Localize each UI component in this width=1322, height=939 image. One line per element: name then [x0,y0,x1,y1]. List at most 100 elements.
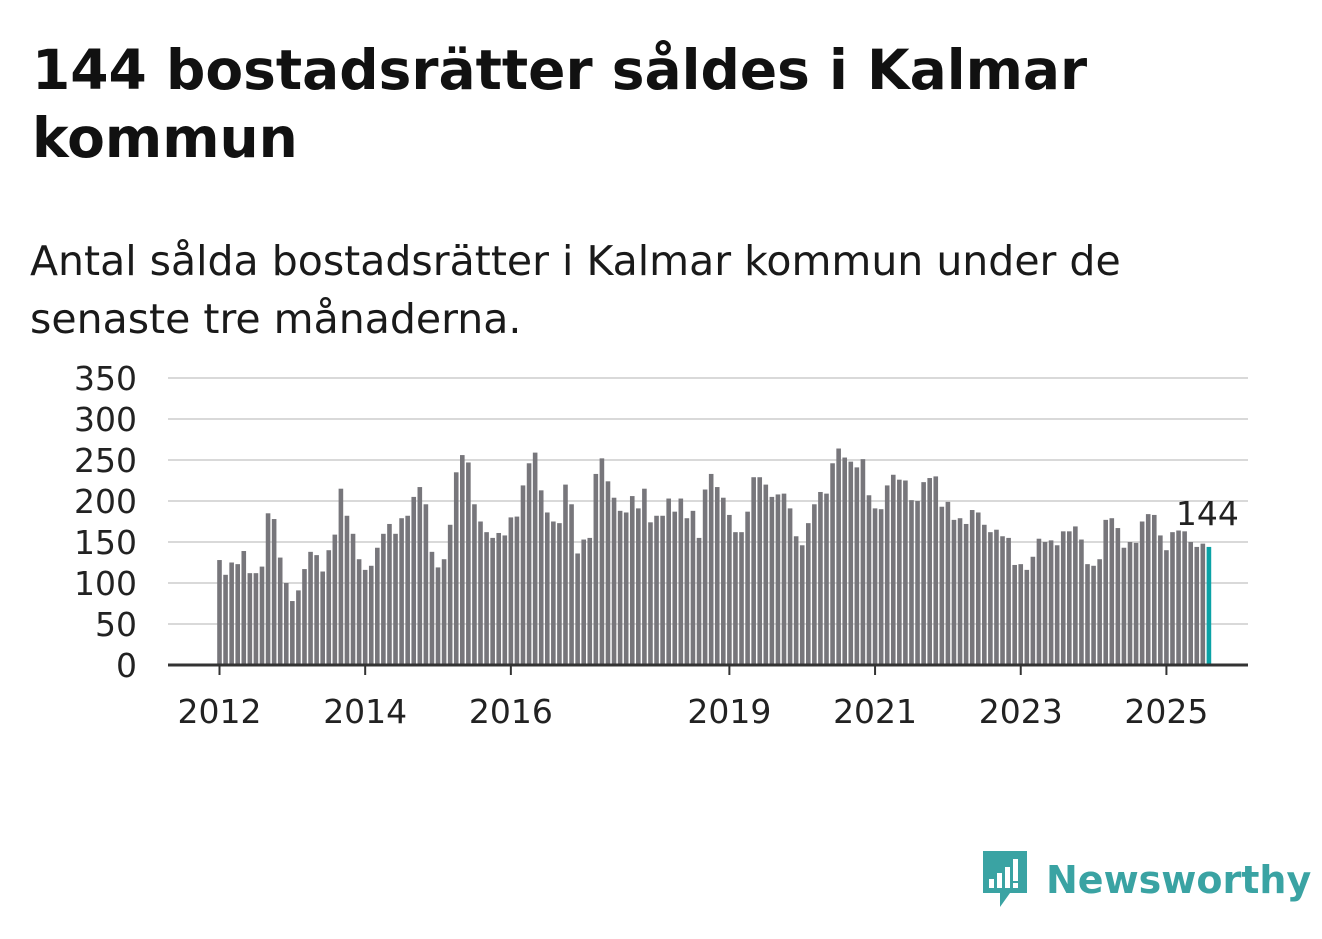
bar [302,569,307,665]
bar [660,515,665,665]
bar [1024,569,1030,665]
bar [872,508,878,665]
bar-highlight [1206,546,1212,665]
bar [921,482,926,665]
y-tick-label: 200 [74,482,137,521]
bar [629,496,635,665]
bar [496,532,502,665]
bar [466,462,471,665]
bar [1164,550,1169,665]
bar [648,522,653,665]
bar [1018,564,1024,665]
bar [526,463,532,665]
bar [769,496,775,665]
bar [963,523,969,665]
x-tick-label: 2016 [469,692,553,731]
bar [441,559,447,665]
bar [387,523,392,665]
bar [344,515,350,665]
x-tick-label: 2023 [979,692,1063,731]
y-tick-label: 0 [116,646,137,685]
bar [642,488,647,665]
bar [988,532,993,665]
bar [290,601,295,665]
x-tick-label: 2025 [1124,692,1208,731]
bar [933,476,939,665]
bar [447,524,453,665]
bar [514,516,520,665]
bar [1176,530,1181,665]
bar [1188,542,1193,665]
bar [1139,521,1145,665]
bar [775,494,781,665]
bar [982,524,987,665]
bar [326,550,332,665]
bar [587,537,593,665]
bar [994,529,999,665]
bar [866,495,872,665]
bar [860,459,866,665]
bar [1000,536,1005,665]
bar [623,512,629,665]
bar [897,479,902,665]
bar [842,457,848,665]
bar [848,461,854,665]
bar [356,559,362,665]
bar [1121,547,1127,665]
chart-subtitle: Antal sålda bostadsrätter i Kalmar kommu… [30,237,1121,343]
bar [696,537,702,665]
bar [217,560,222,665]
bar [1200,543,1206,665]
bar [617,510,623,665]
bar [283,583,289,665]
bar [636,508,641,665]
bar [1127,542,1133,665]
bar [890,474,896,665]
bar [502,535,508,665]
bar [429,551,435,665]
bar [903,480,908,665]
bar-series [217,448,1212,665]
bar [417,487,423,665]
y-tick-label: 350 [74,360,137,398]
bar [836,448,841,665]
bar [818,491,823,665]
bar [763,484,769,665]
bar [411,496,417,665]
bar [1182,531,1187,665]
bar-chart-bubble-icon [983,851,1027,907]
axes [168,663,1248,675]
bar [654,515,659,665]
y-tick-label: 300 [74,400,137,439]
bar [569,504,574,665]
bar [532,452,538,665]
x-tick-label: 2014 [323,692,407,731]
bar [247,573,253,665]
bar [957,518,963,665]
bar [684,518,690,665]
y-tick-label: 100 [74,564,137,603]
x-tick-label: 2021 [833,692,917,731]
bar [605,481,611,665]
y-tick-label: 150 [74,523,137,562]
bar [593,473,599,665]
bar [350,533,356,665]
bar [544,512,550,665]
y-tick-label: 250 [74,441,137,480]
bar [520,485,526,665]
bar [277,557,283,665]
bar [1036,538,1042,665]
bar [1048,540,1054,665]
bar [714,487,720,665]
highlight-value-label: 144 [1176,494,1239,533]
bar [830,463,835,665]
y-tick-label: 50 [95,605,137,644]
bar [478,521,483,665]
bar [1145,514,1151,665]
bar [1133,542,1139,665]
bar [259,566,265,665]
bar [368,565,374,665]
bar [1158,535,1163,665]
